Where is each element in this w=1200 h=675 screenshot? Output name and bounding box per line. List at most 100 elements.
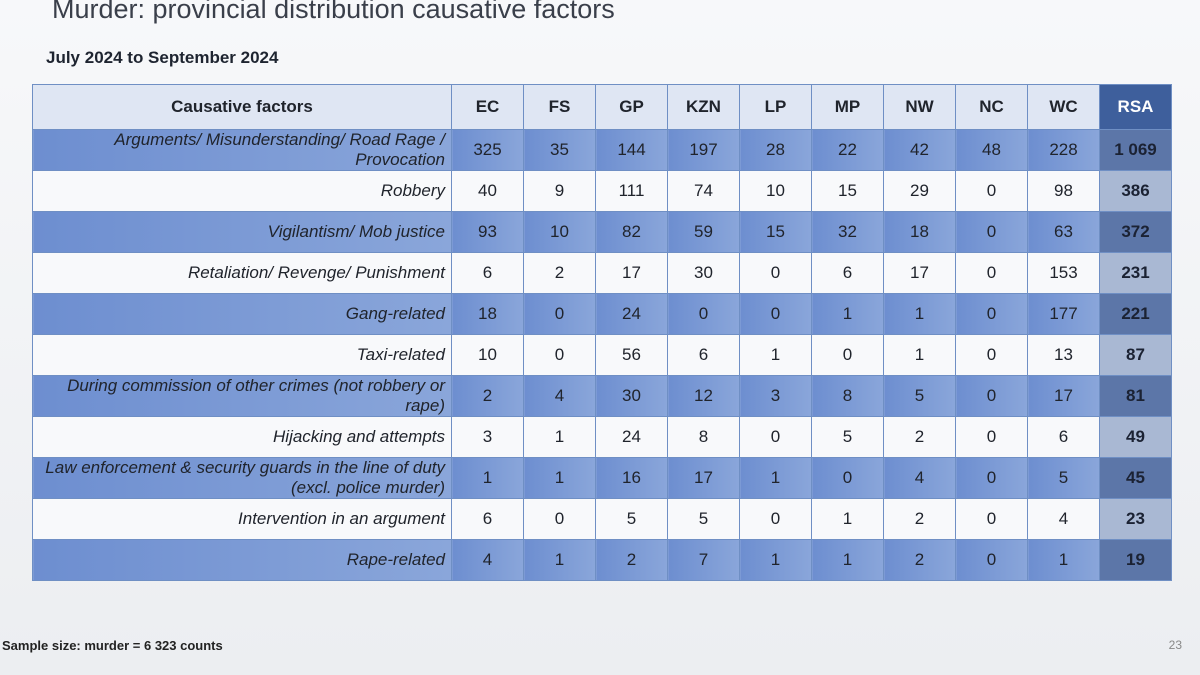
table-row: Intervention in an argument 6 0 5 5 0 1 2 0 4 23 [32,498,1172,540]
table-cell: 2 [883,498,956,540]
table-cell: 82 [595,211,668,253]
row-label: Rape-related [32,539,452,581]
table-row: Arguments/ Misunderstanding/ Road Rage /… [32,129,1172,171]
table-cell: 10 [523,211,596,253]
table-cell: 325 [451,129,524,171]
table-cell: 4 [1027,498,1100,540]
row-label: Law enforcement & security guards in the… [32,457,452,499]
row-label: Robbery [32,170,452,212]
page-number: 23 [1168,638,1182,652]
table-cell: 6 [451,498,524,540]
table-cell: 49 [1099,416,1172,458]
table-cell: 0 [955,416,1028,458]
table-cell: 0 [955,252,1028,294]
table-cell: 2 [523,252,596,294]
column-header: NW [883,84,956,130]
table-row: Gang-related 18 0 24 0 0 1 1 0 177 221 [32,293,1172,335]
table-cell: 13 [1027,334,1100,376]
table-cell: 5 [595,498,668,540]
table-row: Hijacking and attempts 3 1 24 8 0 5 2 0 6 49 [32,416,1172,458]
table-cell: 17 [883,252,956,294]
table-cell: 153 [1027,252,1100,294]
table-cell: 0 [523,498,596,540]
table-cell: 0 [955,170,1028,212]
table-cell: 1 [523,539,596,581]
table-cell: 8 [667,416,740,458]
table-cell: 98 [1027,170,1100,212]
table-cell: 5 [811,416,884,458]
column-header: GP [595,84,668,130]
row-label: Gang-related [32,293,452,335]
header-row: Causative factors EC FS GP KZN LP MP NW NC WC RSA [32,84,1172,130]
table-cell: 24 [595,416,668,458]
table-row: Robbery 40 9 111 74 10 15 29 0 98 386 [32,170,1172,212]
table-cell: 0 [739,498,812,540]
table-cell: 1 [811,498,884,540]
table-cell: 1 [739,539,812,581]
table-cell: 2 [451,375,524,417]
table-cell: 0 [955,211,1028,253]
table-cell: 30 [595,375,668,417]
table-cell: 6 [811,252,884,294]
table-cell: 32 [811,211,884,253]
table-cell: 1 [523,457,596,499]
table-cell: 17 [1027,375,1100,417]
table-cell: 1 [1027,539,1100,581]
table-cell: 5 [667,498,740,540]
table-cell: 221 [1099,293,1172,335]
table-cell: 1 [523,416,596,458]
table-cell: 10 [451,334,524,376]
table-cell: 48 [955,129,1028,171]
table-cell: 0 [739,252,812,294]
table-row: Rape-related 4 1 2 7 1 1 2 0 1 19 [32,539,1172,581]
table-cell: 1 [451,457,524,499]
table-cell: 2 [883,539,956,581]
table-cell: 6 [451,252,524,294]
table-cell: 5 [883,375,956,417]
table-cell: 0 [955,334,1028,376]
table-cell: 2 [595,539,668,581]
table-cell: 0 [811,334,884,376]
column-header: MP [811,84,884,130]
table-cell: 0 [955,498,1028,540]
column-header: KZN [667,84,740,130]
table-row: Taxi-related 10 0 56 6 1 0 1 0 13 87 [32,334,1172,376]
table-cell: 1 069 [1099,129,1172,171]
table-cell: 23 [1099,498,1172,540]
table-cell: 35 [523,129,596,171]
table-cell: 1 [811,539,884,581]
table-cell: 15 [739,211,812,253]
table-cell: 372 [1099,211,1172,253]
table-cell: 28 [739,129,812,171]
table-cell: 24 [595,293,668,335]
column-header: LP [739,84,812,130]
data-table: Causative factors EC FS GP KZN LP MP NW NC WC RSA … [32,84,1172,581]
slide-title: Murder: provincial distribution causativ… [52,0,615,24]
table-cell: 10 [739,170,812,212]
table-cell: 15 [811,170,884,212]
table-cell: 7 [667,539,740,581]
table-cell: 59 [667,211,740,253]
table-cell: 22 [811,129,884,171]
row-label: Arguments/ Misunderstanding/ Road Rage /… [32,129,452,171]
table-cell: 0 [955,539,1028,581]
column-header: EC [451,84,524,130]
table-cell: 0 [955,293,1028,335]
table-cell: 63 [1027,211,1100,253]
table-cell: 4 [523,375,596,417]
table-cell: 386 [1099,170,1172,212]
table-cell: 45 [1099,457,1172,499]
table-cell: 3 [451,416,524,458]
table-cell: 111 [595,170,668,212]
sample-note: Sample size: murder = 6 323 counts [2,638,223,653]
table-cell: 56 [595,334,668,376]
table-cell: 42 [883,129,956,171]
column-header: RSA [1099,84,1172,130]
table-cell: 4 [883,457,956,499]
row-label: During commission of other crimes (not r… [32,375,452,417]
column-header: Causative factors [32,84,452,130]
table-cell: 30 [667,252,740,294]
slide-subtitle: July 2024 to September 2024 [46,48,279,67]
table-cell: 40 [451,170,524,212]
